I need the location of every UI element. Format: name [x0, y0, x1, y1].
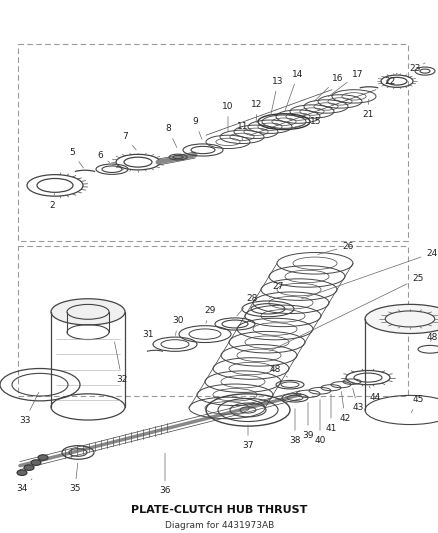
Text: 6: 6 — [97, 150, 110, 163]
Text: 36: 36 — [159, 453, 170, 495]
Ellipse shape — [31, 460, 41, 465]
Text: 37: 37 — [242, 425, 253, 450]
Text: 8: 8 — [165, 124, 177, 148]
Ellipse shape — [51, 299, 125, 325]
Text: 10: 10 — [222, 102, 233, 131]
Text: 12: 12 — [251, 100, 262, 123]
Text: 16: 16 — [313, 74, 343, 101]
Ellipse shape — [38, 455, 48, 461]
Text: 31: 31 — [142, 329, 153, 346]
Text: 25: 25 — [269, 274, 423, 351]
Text: 34: 34 — [16, 479, 32, 494]
Text: 13: 13 — [270, 77, 283, 116]
Text: 7: 7 — [122, 132, 136, 150]
Text: 39: 39 — [301, 402, 313, 440]
Text: 21: 21 — [361, 99, 373, 119]
Text: Diagram for 4431973AB: Diagram for 4431973AB — [165, 521, 273, 530]
Text: 40: 40 — [314, 400, 325, 445]
Text: 33: 33 — [19, 392, 39, 425]
Text: 5: 5 — [69, 148, 83, 168]
Ellipse shape — [17, 470, 27, 475]
Text: 11: 11 — [237, 122, 248, 141]
Text: 42: 42 — [339, 391, 350, 423]
Text: 15: 15 — [286, 117, 321, 129]
Text: 24: 24 — [301, 249, 437, 299]
Text: 41: 41 — [325, 394, 336, 433]
Text: 30: 30 — [172, 317, 184, 335]
Ellipse shape — [24, 465, 34, 471]
Text: 23: 23 — [408, 63, 424, 72]
Text: 38: 38 — [289, 409, 300, 445]
Text: 14: 14 — [284, 70, 303, 111]
Text: 2: 2 — [49, 193, 55, 210]
Text: PLATE-CLUTCH HUB THRUST: PLATE-CLUTCH HUB THRUST — [131, 505, 307, 515]
Text: 29: 29 — [204, 306, 215, 324]
Text: 28: 28 — [236, 294, 257, 316]
Text: 44: 44 — [368, 386, 380, 402]
Text: 9: 9 — [192, 117, 201, 139]
Text: 45: 45 — [410, 395, 423, 413]
Text: 22: 22 — [384, 73, 396, 86]
Text: 48: 48 — [268, 365, 287, 377]
Text: 43: 43 — [352, 389, 363, 413]
Text: 17: 17 — [328, 70, 363, 96]
Text: 27: 27 — [269, 282, 283, 298]
Text: 35: 35 — [69, 463, 81, 494]
Text: 32: 32 — [114, 342, 127, 384]
Text: 26: 26 — [317, 241, 353, 254]
Ellipse shape — [364, 304, 438, 334]
Text: 48: 48 — [425, 333, 437, 342]
